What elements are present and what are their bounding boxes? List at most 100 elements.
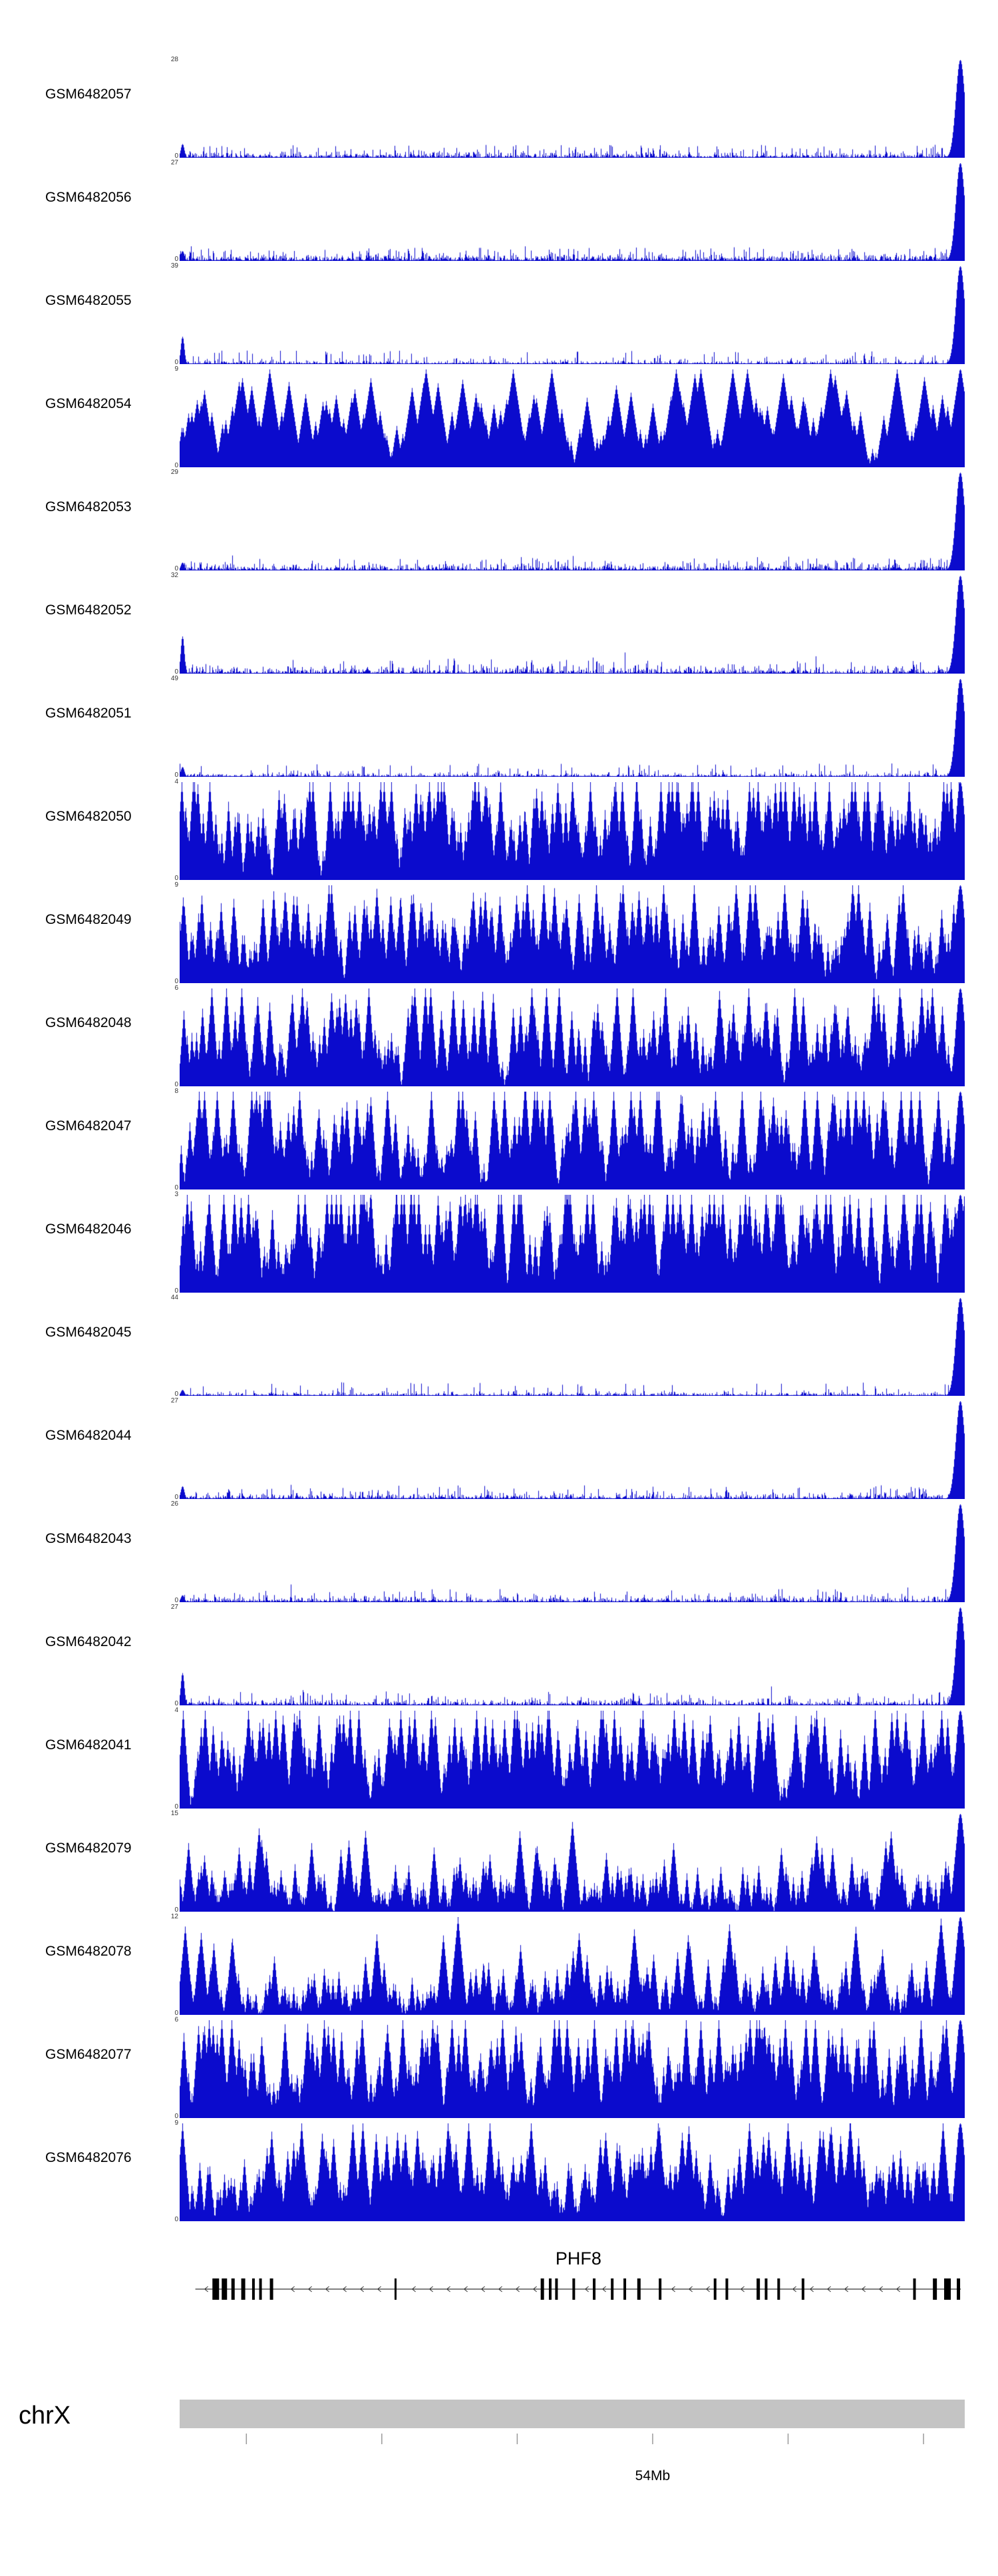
track-ymax-label: 15 (170, 1810, 178, 1817)
track-plot: 12 0 (171, 1914, 965, 2017)
track-plot: 28 0 (171, 57, 965, 160)
track-label: GSM6482041 (45, 1737, 132, 1753)
track-ymax-label: 9 (174, 881, 178, 889)
track-ymin-label: 0 (174, 2010, 178, 2017)
track-ymax-label: 29 (170, 469, 178, 476)
track-ymin-label: 0 (174, 1494, 178, 1501)
track-row: GSM6482079 15 0 (0, 1811, 998, 1917)
track-ymin-label: 0 (174, 462, 178, 469)
track-ymin-label: 0 (174, 565, 178, 572)
track-label: GSM6482044 (45, 1428, 132, 1443)
track-ymin-label: 0 (174, 1700, 178, 1707)
track-ymax-label: 32 (170, 572, 178, 579)
track-row: GSM6482046 3 0 (0, 1191, 998, 1298)
gene-label: PHF8 (555, 2249, 601, 2268)
track-ymax-label: 3 (174, 1191, 178, 1198)
track-plot: 49 0 (171, 676, 965, 779)
signal-canvas (180, 988, 965, 1086)
signal-canvas (180, 885, 965, 983)
track-label: GSM6482079 (45, 1840, 132, 1856)
track-row: GSM6482054 9 0 (0, 366, 998, 473)
track-row: GSM6482055 39 0 (0, 263, 998, 369)
track-ymin-label: 0 (174, 1287, 178, 1295)
gene-track: PHF8 (180, 2249, 965, 2315)
track-label: GSM6482052 (45, 602, 132, 618)
track-ymax-label: 44 (170, 1294, 178, 1301)
track-ymax-label: 26 (170, 1500, 178, 1508)
ruler: 54Mb (246, 2434, 924, 2483)
track-row: GSM6482047 8 0 (0, 1088, 998, 1195)
track-row: GSM6482052 32 0 (0, 572, 998, 679)
track-plot: 27 0 (171, 1398, 965, 1501)
signal-canvas (180, 1195, 965, 1293)
signal-canvas (180, 1092, 965, 1189)
chromosome-ideogram (180, 2400, 965, 2428)
signal-canvas (180, 60, 965, 158)
track-ymin-label: 0 (174, 2113, 178, 2120)
chromosome-track: chrX 54Mb (0, 2396, 998, 2516)
signal-tracks: GSM6482057 28 0 GSM6482056 27 0 GSM6482055 39 0 G… (0, 57, 998, 2227)
track-row: GSM6482077 6 0 (0, 2016, 998, 2123)
track-plot: 27 0 (171, 1604, 965, 1707)
signal-canvas (180, 1298, 965, 1396)
track-ymin-label: 0 (174, 1597, 178, 1604)
track-ymax-label: 8 (174, 1088, 178, 1095)
track-row: GSM6482050 4 0 (0, 778, 998, 885)
signal-canvas (180, 1711, 965, 1809)
track-ymax-label: 49 (170, 675, 178, 682)
track-plot: 29 0 (171, 469, 965, 572)
track-label: GSM6482055 (45, 293, 132, 308)
track-row: GSM6482051 49 0 (0, 676, 998, 782)
signal-canvas (180, 679, 965, 777)
signal-canvas (180, 1917, 965, 2015)
track-ymax-label: 4 (174, 778, 178, 785)
track-plot: 39 0 (171, 263, 965, 366)
track-plot: 26 0 (171, 1501, 965, 1604)
signal-canvas (180, 1608, 965, 1705)
track-label: GSM6482051 (45, 706, 132, 721)
track-label: GSM6482078 (45, 1944, 132, 1959)
signal-canvas (180, 266, 965, 364)
track-ymax-label: 39 (170, 262, 178, 270)
track-ymin-label: 0 (174, 875, 178, 882)
track-label: GSM6482076 (45, 2150, 132, 2165)
track-label: GSM6482045 (45, 1325, 132, 1340)
track-ymax-label: 27 (170, 159, 178, 166)
signal-canvas (180, 2123, 965, 2221)
track-plot: 15 0 (171, 1811, 965, 1914)
track-row: GSM6482045 44 0 (0, 1295, 998, 1401)
track-label: GSM6482056 (45, 190, 132, 205)
track-ymax-label: 6 (174, 2016, 178, 2024)
track-row: GSM6482043 26 0 (0, 1501, 998, 1608)
track-ymin-label: 0 (174, 978, 178, 985)
track-row: GSM6482053 29 0 (0, 469, 998, 576)
signal-canvas (180, 2020, 965, 2118)
track-row: GSM6482041 4 0 (0, 1707, 998, 1814)
track-label: GSM6482043 (45, 1531, 132, 1546)
track-row: GSM6482042 27 0 (0, 1604, 998, 1711)
track-row: GSM6482044 27 0 (0, 1398, 998, 1504)
track-label: GSM6482050 (45, 809, 132, 824)
svg-text:54Mb: 54Mb (635, 2468, 671, 2483)
track-ymin-label: 0 (174, 668, 178, 676)
track-ymin-label: 0 (174, 1803, 178, 1811)
track-ymax-label: 27 (170, 1397, 178, 1404)
track-ymin-label: 0 (174, 256, 178, 263)
track-ymin-label: 0 (174, 1391, 178, 1398)
track-plot: 44 0 (171, 1295, 965, 1398)
signal-canvas (180, 1814, 965, 1912)
track-ymax-label: 9 (174, 2119, 178, 2127)
track-label: GSM6482054 (45, 396, 132, 411)
track-row: GSM6482078 12 0 (0, 1914, 998, 2020)
signal-canvas (180, 1504, 965, 1602)
track-label: GSM6482042 (45, 1634, 132, 1649)
track-ymax-label: 27 (170, 1604, 178, 1611)
track-row: GSM6482049 9 0 (0, 882, 998, 988)
